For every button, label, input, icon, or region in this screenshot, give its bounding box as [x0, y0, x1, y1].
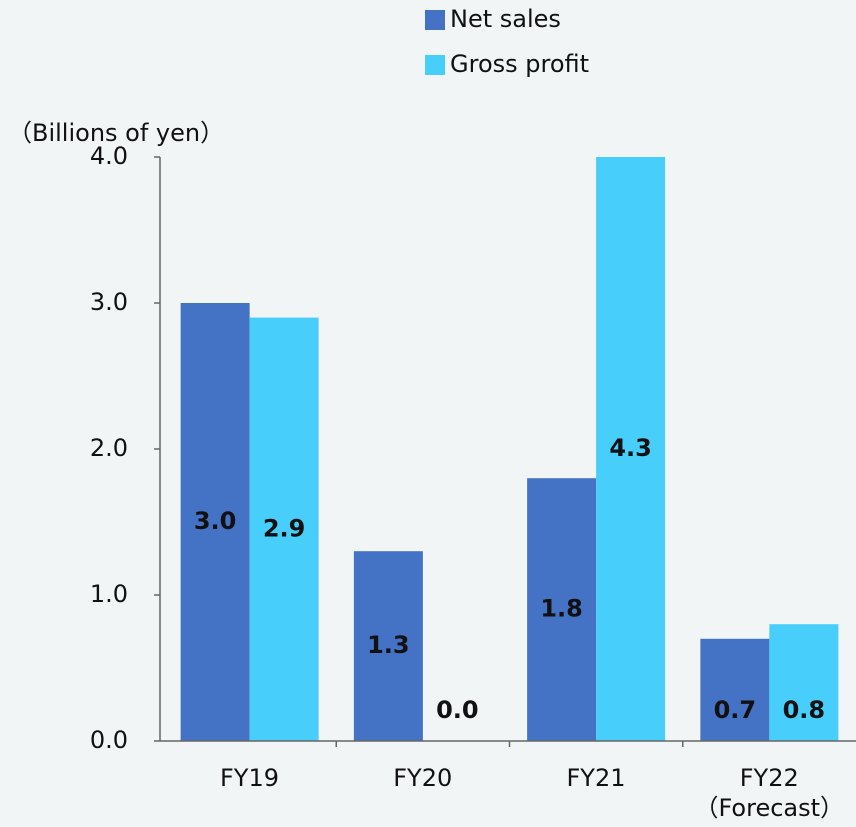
- y-tick-label: 4.0: [90, 142, 128, 170]
- bar: [769, 624, 839, 741]
- legend-swatch: [425, 10, 445, 30]
- bar: [700, 638, 770, 741]
- value-label: 1.8: [540, 595, 583, 623]
- plot-area: [180, 157, 839, 741]
- bar: [527, 478, 597, 741]
- y-tick-label: 2.0: [90, 434, 128, 462]
- bar: [353, 551, 423, 741]
- value-label: 0.0: [436, 696, 479, 724]
- value-label: 2.9: [263, 514, 306, 542]
- y-tick-label: 1.0: [90, 580, 128, 608]
- legend-label: Gross profit: [450, 50, 589, 78]
- value-label: 1.3: [367, 631, 410, 659]
- bar: [596, 157, 666, 741]
- bar: [180, 303, 250, 741]
- x-tick-label: FY20: [393, 764, 453, 792]
- value-label: 4.3: [609, 434, 652, 462]
- legend-label: Net sales: [450, 5, 561, 33]
- y-tick-label: 3.0: [90, 288, 128, 316]
- bar: [249, 317, 319, 741]
- value-label: 0.8: [783, 696, 826, 724]
- y-tick-label: 0.0: [90, 726, 128, 754]
- legend-swatch: [425, 55, 445, 75]
- x-tick-label: FY19: [219, 764, 279, 792]
- y-axis-label: （Billions of yen）: [8, 119, 224, 147]
- x-tick-label: FY21: [566, 764, 626, 792]
- value-label: 3.0: [194, 507, 237, 535]
- value-label: 0.7: [714, 696, 757, 724]
- x-tick-label: FY22 （Forecast）: [694, 764, 845, 822]
